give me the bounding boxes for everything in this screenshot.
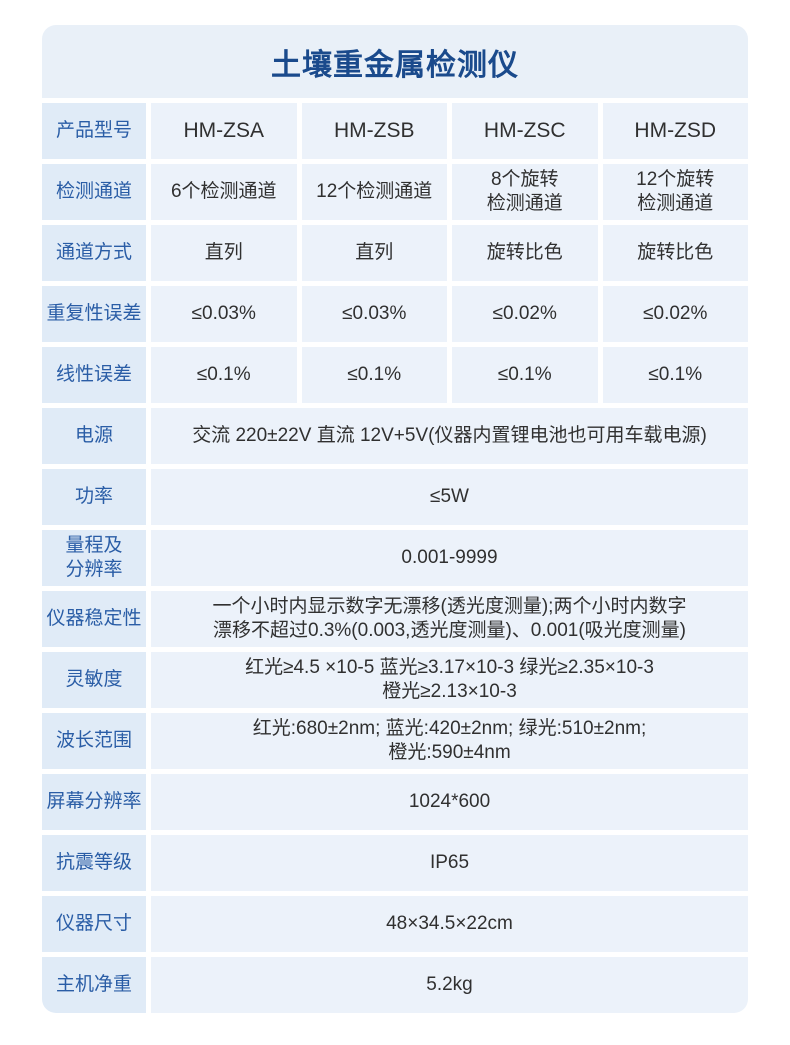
spec-value-cell: ≤0.1%: [452, 347, 598, 403]
spec-value-cell: HM-ZSD: [602, 103, 748, 159]
row-label: 线性误差: [42, 347, 146, 403]
spec-value-cell-merged: ≤5W: [151, 469, 748, 525]
page-title: 土壤重金属检测仪: [42, 25, 748, 98]
table-row: 波长范围 红光:680±2nm; 蓝光:420±2nm; 绿光:510±2nm; …: [42, 713, 748, 769]
row-label: 抗震等级: [42, 835, 146, 891]
row-label: 灵敏度: [42, 652, 146, 708]
row-label: 重复性误差: [42, 286, 146, 342]
spec-value-cell-merged: 5.2kg: [151, 957, 748, 1013]
table-row: 主机净重 5.2kg: [42, 957, 748, 1013]
spec-value-cell-merged: 一个小时内显示数字无漂移(透光度测量);两个小时内数字 漂移不超过0.3%(0.…: [151, 591, 748, 647]
table-row: 功率 ≤5W: [42, 469, 748, 525]
spec-value-cell-merged: 交流 220±22V 直流 12V+5V(仪器内置锂电池也可用车载电源): [151, 408, 748, 464]
row-label: 主机净重: [42, 957, 146, 1013]
table-row: 检测通道 6个检测通道 12个检测通道 8个旋转 检测通道 12个旋转 检测通道: [42, 164, 748, 220]
spec-value-cell: HM-ZSB: [301, 103, 447, 159]
row-label: 仪器稳定性: [42, 591, 146, 647]
row-label: 屏幕分辨率: [42, 774, 146, 830]
row-label: 电源: [42, 408, 146, 464]
spec-value-cell: 8个旋转 检测通道: [452, 164, 598, 220]
row-label: 波长范围: [42, 713, 146, 769]
spec-value-cell: ≤0.1%: [151, 347, 297, 403]
row-label: 产品型号: [42, 103, 146, 159]
spec-value-cell-merged: IP65: [151, 835, 748, 891]
table-row: 抗震等级 IP65: [42, 835, 748, 891]
table-row: 重复性误差 ≤0.03% ≤0.03% ≤0.02% ≤0.02%: [42, 286, 748, 342]
spec-value-cell: 旋转比色: [602, 225, 748, 281]
spec-value-cell: ≤0.03%: [151, 286, 297, 342]
spec-value-cell-merged: 红光≥4.5 ×10-5 蓝光≥3.17×10-3 绿光≥2.35×10-3 橙…: [151, 652, 748, 708]
spec-value-cell-merged: 红光:680±2nm; 蓝光:420±2nm; 绿光:510±2nm; 橙光:5…: [151, 713, 748, 769]
spec-value-cell-merged: 48×34.5×22cm: [151, 896, 748, 952]
spec-value-cell: ≤0.03%: [301, 286, 447, 342]
table-row: 仪器尺寸 48×34.5×22cm: [42, 896, 748, 952]
spec-value-cell-merged: 1024*600: [151, 774, 748, 830]
spec-value-cell: ≤0.1%: [602, 347, 748, 403]
table-row: 线性误差 ≤0.1% ≤0.1% ≤0.1% ≤0.1%: [42, 347, 748, 403]
table-row: 产品型号 HM-ZSA HM-ZSB HM-ZSC HM-ZSD: [42, 103, 748, 159]
row-label: 仪器尺寸: [42, 896, 146, 952]
spec-value-cell: HM-ZSA: [151, 103, 297, 159]
spec-value-cell: 直列: [301, 225, 447, 281]
row-label: 功率: [42, 469, 146, 525]
row-label: 量程及 分辨率: [42, 530, 146, 586]
spec-value-cell: 12个旋转 检测通道: [602, 164, 748, 220]
table-row: 屏幕分辨率 1024*600: [42, 774, 748, 830]
row-label: 通道方式: [42, 225, 146, 281]
spec-sheet: 土壤重金属检测仪 产品型号 HM-ZSA HM-ZSB HM-ZSC HM-ZSD 检测通…: [42, 25, 748, 1013]
table-row: 电源 交流 220±22V 直流 12V+5V(仪器内置锂电池也可用车载电源): [42, 408, 748, 464]
spec-value-cell: ≤0.02%: [452, 286, 598, 342]
spec-value-cell: ≤0.02%: [602, 286, 748, 342]
spec-value-cell: 旋转比色: [452, 225, 598, 281]
table-row: 通道方式 直列 直列 旋转比色 旋转比色: [42, 225, 748, 281]
spec-value-cell: 12个检测通道: [301, 164, 447, 220]
spec-value-cell: ≤0.1%: [301, 347, 447, 403]
table-row: 仪器稳定性 一个小时内显示数字无漂移(透光度测量);两个小时内数字 漂移不超过0.…: [42, 591, 748, 647]
table-row: 量程及 分辨率 0.001-9999: [42, 530, 748, 586]
table-row: 灵敏度 红光≥4.5 ×10-5 蓝光≥3.17×10-3 绿光≥2.35×10-…: [42, 652, 748, 708]
spec-table: 产品型号 HM-ZSA HM-ZSB HM-ZSC HM-ZSD 检测通道 6个检测通道 12…: [42, 103, 748, 1013]
row-label: 检测通道: [42, 164, 146, 220]
spec-value-cell: HM-ZSC: [452, 103, 598, 159]
spec-value-cell: 直列: [151, 225, 297, 281]
spec-value-cell: 6个检测通道: [151, 164, 297, 220]
spec-value-cell-merged: 0.001-9999: [151, 530, 748, 586]
